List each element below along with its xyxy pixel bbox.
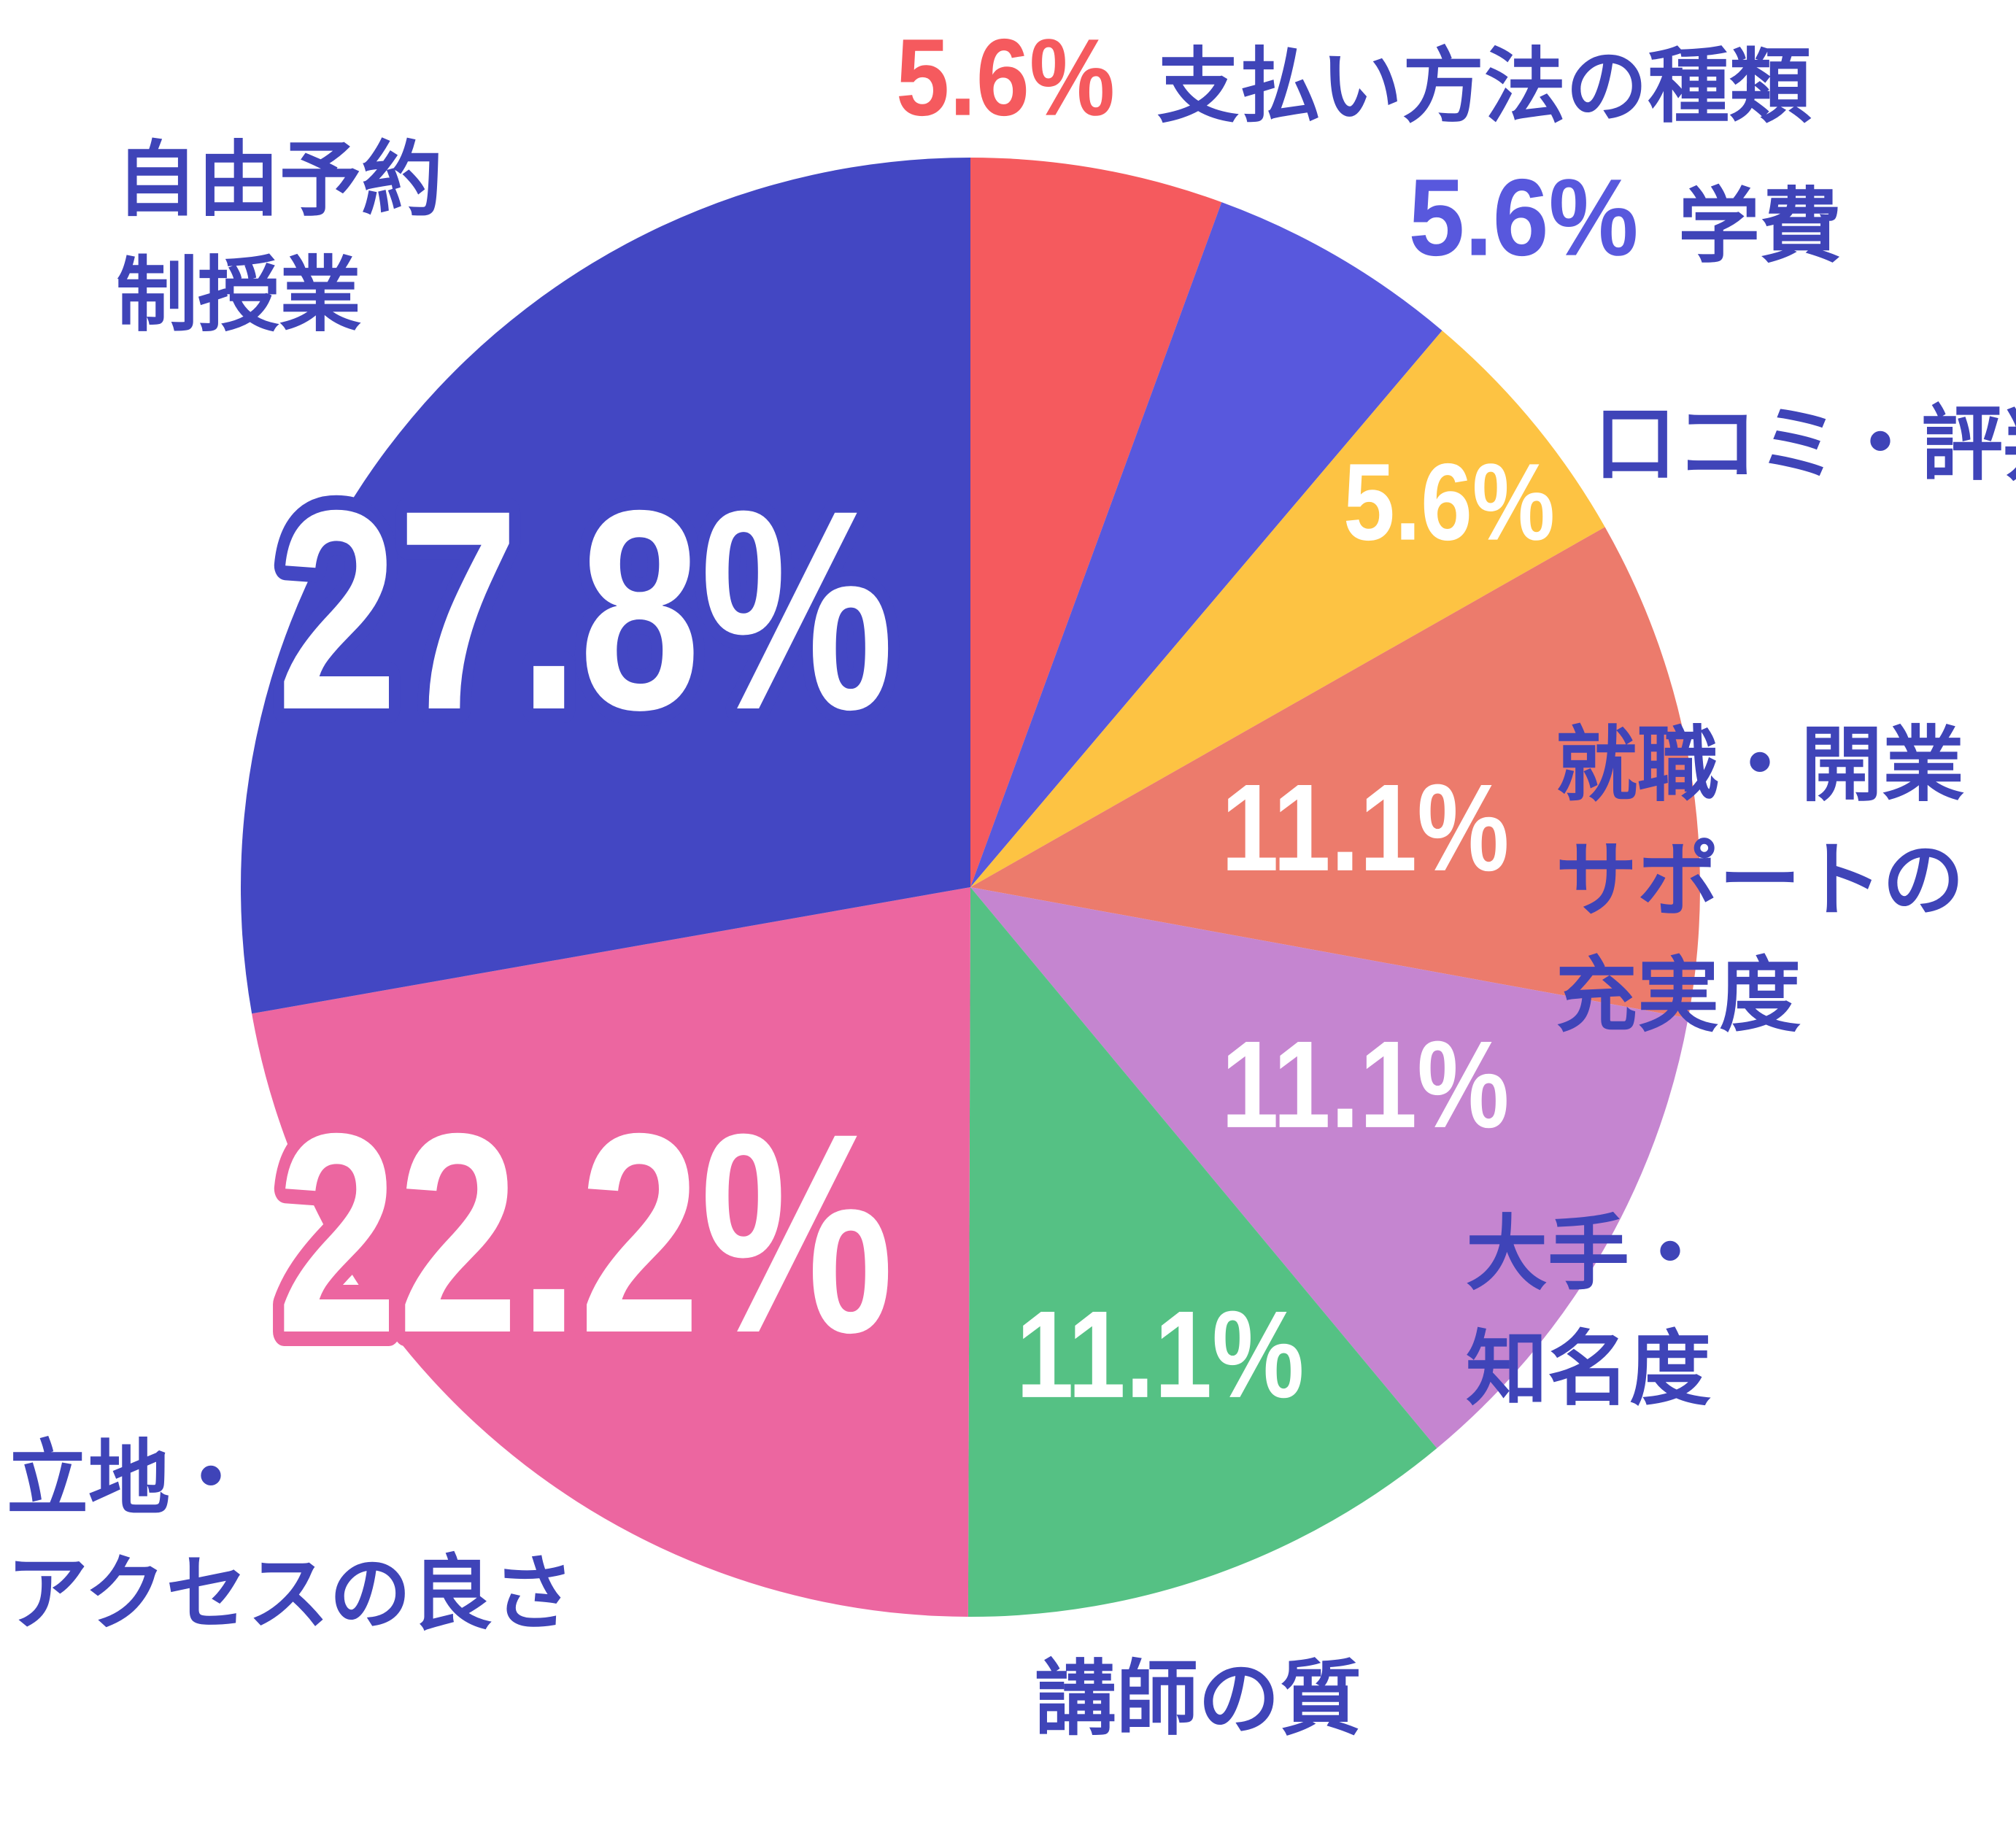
value-label: 11.1%: [1221, 759, 1510, 897]
pie-slice: [968, 887, 1437, 1618]
value-label: 5.6%: [1409, 156, 1639, 279]
value-label: 5.6%: [1343, 441, 1555, 563]
category-label: 大手・ 知名度: [1466, 1207, 1711, 1417]
category-label: 講師の質: [1035, 1652, 1362, 1747]
pie-slice: [970, 331, 1605, 887]
value-label: 11.1%: [1016, 1286, 1305, 1424]
category-label: 自由予約 制授業: [116, 133, 443, 343]
pie-slice: [252, 887, 971, 1617]
value-label: 11.1%: [1221, 1016, 1510, 1154]
pie-slice: [970, 527, 1700, 1019]
category-label: 就職・開業 サポートの 充実度: [1556, 718, 1964, 1043]
value-label: 27.8%: [277, 451, 894, 769]
pie-slice: [970, 202, 1443, 888]
pie-slice: [240, 158, 970, 1014]
value-label: 5.6%: [896, 16, 1115, 139]
category-label: 立地・ アクセスの良さ: [7, 1431, 575, 1642]
pie-slice: [970, 158, 1222, 887]
category-label: 学費: [1678, 179, 1842, 274]
value-label: 22.2%: [277, 1074, 894, 1392]
category-label: 口コミ・評判: [1594, 397, 2016, 492]
pie-slice: [970, 887, 1688, 1448]
category-label: 支払い方法の種類: [1157, 39, 1811, 134]
